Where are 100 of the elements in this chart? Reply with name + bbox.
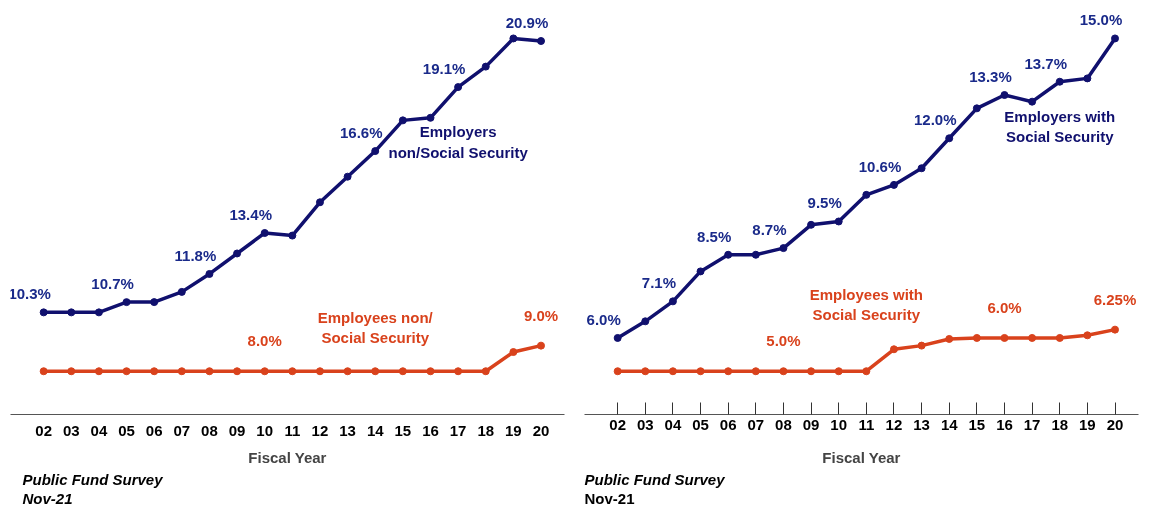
point	[509, 34, 518, 43]
data-label: 19.1%	[422, 60, 466, 78]
series-label: Employees non/ Social Security	[317, 308, 434, 347]
point	[233, 249, 242, 258]
data-label: 10.7%	[91, 275, 134, 293]
x-tick-label: 10	[256, 421, 274, 439]
point	[509, 348, 518, 357]
point	[205, 269, 214, 278]
point	[371, 147, 380, 156]
point	[537, 341, 546, 350]
x-axis-title: Fiscal Year	[248, 448, 327, 466]
point	[641, 317, 650, 326]
point	[807, 220, 816, 229]
point	[67, 308, 76, 317]
x-tick-label: 14	[366, 421, 385, 439]
x-tick-label: 13	[339, 421, 356, 439]
x-tick-label: 16	[996, 415, 1013, 433]
data-label: 20.9%	[505, 14, 549, 32]
point	[779, 244, 788, 253]
point	[1028, 97, 1037, 106]
data-label: 8.5%	[697, 227, 732, 245]
point	[343, 367, 352, 376]
point	[1000, 91, 1009, 100]
series-label: Employees with Social Security	[809, 285, 924, 324]
data-label: 7.1%	[641, 274, 677, 292]
data-label: 8.0%	[247, 332, 282, 350]
x-tick-label: 08	[775, 415, 792, 433]
x-tick-label: 15	[394, 421, 412, 439]
x-tick-label: 07	[173, 421, 191, 439]
x-tick-label: 15	[968, 415, 986, 433]
x-tick-label: 02	[35, 421, 52, 439]
text: Nov-21	[22, 489, 73, 506]
x-tick-label: 13	[913, 415, 930, 433]
point	[454, 83, 463, 92]
series-label: Employers non/Social Security	[388, 123, 529, 161]
point	[481, 367, 490, 376]
point	[67, 367, 76, 376]
point	[972, 104, 981, 113]
data-label: 13.3%	[969, 68, 1012, 86]
point	[724, 250, 733, 259]
point	[862, 190, 871, 199]
data-label: 10.6%	[858, 157, 902, 175]
data-label: 15.0%	[1079, 11, 1123, 29]
x-tick-label: 20	[532, 421, 550, 439]
x-tick-label: 14	[940, 415, 959, 433]
x-tick-label: 12	[885, 415, 903, 433]
point	[39, 367, 48, 376]
point	[668, 367, 677, 376]
x-tick-label: 19	[505, 421, 522, 439]
x-tick-label: 11	[858, 415, 875, 433]
text: Public Fund Survey	[22, 470, 164, 488]
point	[945, 334, 954, 343]
data-label: 6.0%	[586, 310, 621, 328]
point	[613, 367, 622, 376]
point	[613, 333, 622, 342]
point	[1055, 333, 1064, 342]
point	[889, 345, 898, 354]
point	[426, 367, 435, 376]
point	[177, 287, 186, 296]
point	[481, 62, 490, 71]
point	[696, 367, 705, 376]
data-label: 9.5%	[807, 194, 842, 212]
x-tick-label: 05	[118, 421, 135, 439]
data-label: 6.25%	[1093, 290, 1137, 308]
data-label: 16.6%	[339, 124, 383, 142]
point	[779, 367, 788, 376]
point	[807, 367, 816, 376]
point	[1083, 331, 1092, 340]
point	[260, 367, 269, 376]
point	[315, 198, 324, 207]
point	[39, 308, 48, 317]
point	[398, 367, 407, 376]
point	[696, 267, 705, 276]
series-label: Employers with Social Security	[1004, 108, 1116, 146]
point	[454, 367, 463, 376]
x-tick-label: 19	[1079, 415, 1096, 433]
point	[917, 164, 926, 173]
point	[233, 367, 242, 376]
x-tick-label: 04	[664, 415, 682, 433]
x-tick-label: 03	[636, 415, 654, 433]
point	[122, 367, 131, 376]
point	[641, 367, 650, 376]
point	[398, 116, 407, 125]
point	[1000, 333, 1009, 342]
x-tick-label: 10	[830, 415, 848, 433]
x-tick-label: 18	[1051, 415, 1069, 433]
x-tick-label: 05	[692, 415, 709, 433]
point	[862, 367, 871, 376]
x-tick-label: 20	[1106, 415, 1124, 433]
data-label: 6.0%	[987, 298, 1022, 316]
point	[751, 367, 760, 376]
data-label: 12.0%	[913, 111, 957, 129]
x-tick-label: 09	[802, 415, 820, 433]
point	[343, 172, 352, 181]
point	[205, 367, 214, 376]
x-tick-label: 06	[145, 421, 163, 439]
point	[1028, 333, 1037, 342]
point	[889, 180, 898, 189]
point	[724, 367, 733, 376]
point	[94, 308, 103, 317]
